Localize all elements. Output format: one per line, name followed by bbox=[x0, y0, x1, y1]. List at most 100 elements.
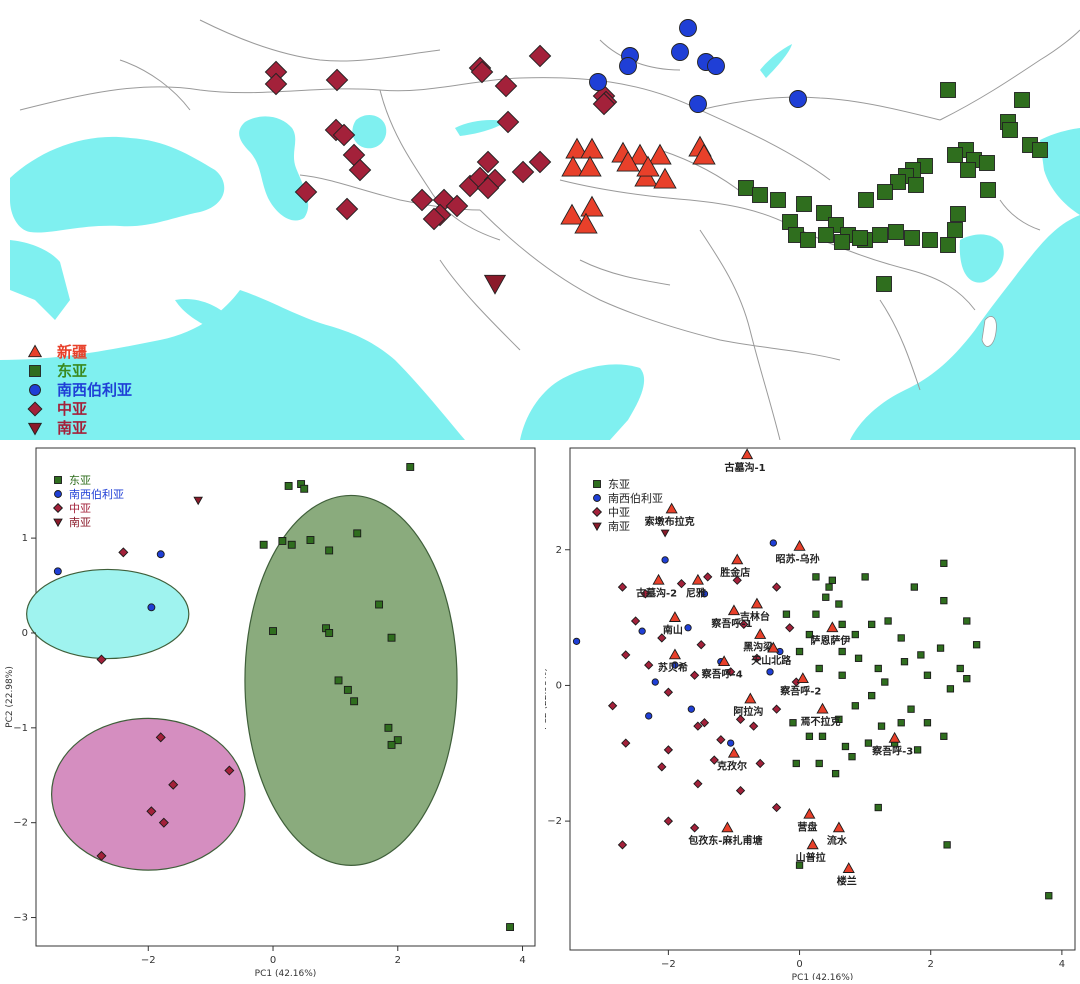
map-point-east-asia bbox=[960, 162, 976, 178]
legend-marker bbox=[593, 480, 601, 488]
map-legend-marker bbox=[27, 344, 43, 358]
map-point-east-asia bbox=[800, 232, 816, 248]
map-point-central-asia bbox=[511, 160, 535, 184]
map-point-central-asia bbox=[470, 60, 494, 84]
data-point bbox=[158, 817, 169, 828]
data-point bbox=[353, 529, 362, 538]
y-tick-label: −3 bbox=[13, 913, 28, 924]
y-tick-label: −2 bbox=[547, 816, 562, 827]
data-point bbox=[812, 610, 820, 618]
data-point bbox=[735, 714, 746, 724]
labeled-point bbox=[796, 672, 809, 684]
arabian-sea bbox=[0, 290, 465, 440]
map-point-east-asia bbox=[980, 182, 996, 198]
country-borders bbox=[19, 19, 1080, 441]
lake-baikal bbox=[760, 44, 792, 78]
pca-left-svg: −2 0 2 4 −3 −2 −1 0 1 PC1 (42.16%) PC2 (22.98%) 东亚南… bbox=[5, 447, 536, 979]
map-point-central-asia bbox=[264, 72, 288, 96]
legend-marker bbox=[54, 476, 62, 484]
map-point-east-asia bbox=[888, 224, 904, 240]
map-point-xinjiang bbox=[692, 143, 716, 165]
point-label: 包孜东-麻扎甫塘 bbox=[688, 834, 762, 847]
data-point bbox=[923, 671, 932, 679]
data-point bbox=[607, 701, 618, 711]
data-point bbox=[785, 623, 795, 633]
map-legend-label: 新疆 bbox=[57, 343, 87, 361]
black-sea bbox=[10, 136, 225, 233]
map-point-xinjiang bbox=[578, 155, 602, 177]
map-point-central-asia bbox=[445, 194, 469, 218]
x-tick-label: 0 bbox=[796, 959, 802, 970]
data-point bbox=[224, 765, 235, 776]
map-point-east-asia bbox=[890, 174, 906, 190]
map-point-central-asia bbox=[528, 150, 552, 174]
point-label: 古墓沟-2 bbox=[636, 586, 677, 599]
data-point bbox=[828, 576, 836, 584]
data-point bbox=[663, 745, 674, 755]
data-point bbox=[334, 676, 343, 685]
labeled-point bbox=[793, 539, 806, 551]
data-point bbox=[923, 719, 932, 727]
data-point bbox=[841, 742, 850, 751]
data-point bbox=[838, 647, 846, 656]
legend-marker bbox=[592, 522, 602, 532]
point-label: 营盘 bbox=[797, 820, 817, 833]
data-point bbox=[940, 732, 948, 740]
data-point bbox=[838, 671, 846, 679]
map-point-east-asia bbox=[940, 82, 956, 98]
map-point-xinjiang bbox=[560, 203, 584, 225]
labeled-point bbox=[727, 604, 741, 616]
map-point-central-asia bbox=[410, 188, 434, 212]
legend-marker bbox=[52, 502, 64, 514]
labeled-point bbox=[731, 553, 744, 565]
point-label: 阿拉沟 bbox=[733, 705, 763, 718]
map-point-east-asia bbox=[796, 196, 812, 212]
labeled-point bbox=[721, 821, 734, 833]
pca-plot-left: −2 0 2 4 −3 −2 −1 0 1 PC1 (42.16%) PC2 (22.98%) 东亚南… bbox=[0, 442, 545, 980]
data-point bbox=[661, 556, 669, 564]
map-panel: 新疆 东亚 南西伯利亚 中亚 南亚 bbox=[0, 0, 1080, 441]
data-point bbox=[325, 546, 334, 555]
data-point bbox=[910, 583, 918, 591]
data-point bbox=[638, 627, 646, 635]
map-point-east-asia bbox=[908, 177, 924, 193]
map-legend-marker bbox=[27, 422, 43, 436]
point-label: 察吾呼-2 bbox=[779, 685, 821, 698]
data-point bbox=[703, 572, 713, 582]
map-point-east-asia bbox=[940, 237, 956, 253]
data-point bbox=[684, 624, 692, 632]
data-point bbox=[748, 721, 759, 731]
map-point-east-asia bbox=[852, 230, 868, 246]
point-label: 昭苏-乌孙 bbox=[775, 552, 819, 565]
data-point bbox=[306, 536, 315, 544]
bay-of-bengal bbox=[520, 364, 645, 440]
x-tick-label: 4 bbox=[1059, 959, 1065, 970]
data-point bbox=[795, 647, 804, 656]
map-point-east-asia bbox=[818, 227, 834, 243]
map-point-central-asia bbox=[496, 110, 520, 134]
map-point-east-asia bbox=[876, 276, 892, 292]
labeled-point bbox=[741, 448, 754, 460]
data-point bbox=[640, 589, 651, 599]
data-point bbox=[963, 617, 971, 625]
data-point bbox=[868, 691, 876, 700]
data-point bbox=[727, 739, 735, 747]
red-sea bbox=[10, 240, 70, 320]
data-point bbox=[96, 850, 107, 861]
data-point bbox=[897, 634, 905, 642]
data-point bbox=[393, 736, 402, 745]
x-tick-label: −2 bbox=[141, 955, 156, 966]
data-point bbox=[663, 816, 674, 826]
legend-label: 东亚 bbox=[69, 474, 91, 487]
legend-marker bbox=[54, 490, 62, 498]
point-label: 尼雅 bbox=[686, 586, 706, 599]
data-point bbox=[621, 650, 631, 660]
map-point-central-asia bbox=[422, 207, 446, 231]
labeled-point bbox=[718, 655, 731, 667]
data-point bbox=[696, 640, 706, 650]
map-point-central-asia bbox=[335, 197, 359, 221]
data-point bbox=[155, 732, 166, 743]
point-label: 黑沟梁 bbox=[743, 641, 774, 654]
x-tick-label: 2 bbox=[928, 959, 934, 970]
map-point-south-siberia bbox=[707, 57, 725, 75]
